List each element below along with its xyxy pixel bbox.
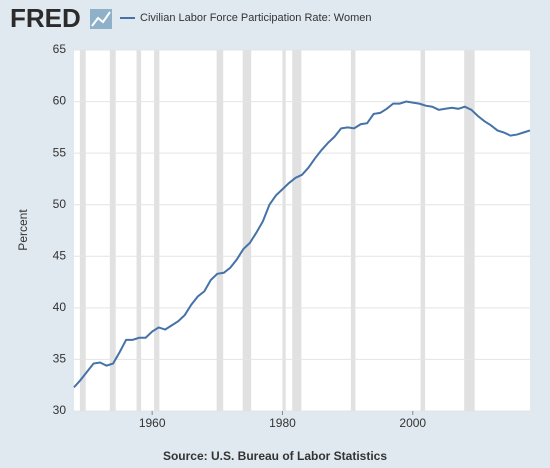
recession-band: [79, 50, 86, 411]
y-tick-label: 60: [53, 94, 67, 108]
x-tick-label: 1980: [269, 416, 296, 430]
recession-band: [136, 50, 142, 411]
source: Source: U.S. Bureau of Labor Statistics: [163, 449, 387, 463]
logo: FRED: [10, 3, 81, 33]
y-tick-label: 30: [53, 403, 67, 417]
recession-band: [282, 50, 286, 411]
y-tick-label: 55: [53, 145, 67, 159]
y-tick-label: 35: [53, 352, 67, 366]
x-tick-label: 2000: [399, 416, 426, 430]
y-tick-label: 65: [53, 42, 67, 56]
logo-icon-line: [91, 11, 111, 27]
recession-band: [154, 50, 160, 411]
logo-icon: [90, 9, 112, 29]
legend-label: Civilian Labor Force Participation Rate:…: [140, 12, 372, 24]
plot-area: [74, 50, 530, 411]
recession-band: [292, 50, 302, 411]
y-tick-label: 45: [53, 248, 67, 262]
y-tick-label: 50: [53, 197, 67, 211]
recession-band: [109, 50, 116, 411]
recession-band: [420, 50, 426, 411]
y-tick-label: 40: [53, 300, 67, 314]
data-line: [73, 100, 531, 388]
x-tick-label: 1960: [139, 416, 166, 430]
recession-band: [464, 50, 475, 411]
recession-band: [242, 50, 252, 411]
recession-band: [216, 50, 224, 411]
y-axis-label: Percent: [16, 209, 30, 251]
recession-band: [350, 50, 356, 411]
